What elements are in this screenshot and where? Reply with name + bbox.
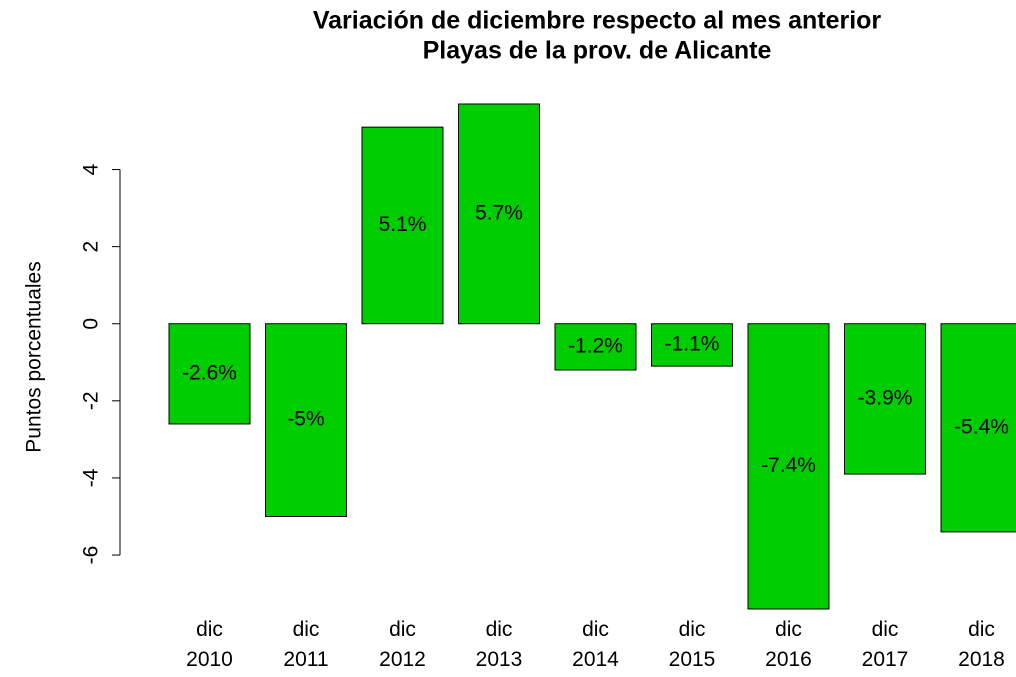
y-tick-label: 2	[80, 241, 103, 253]
bar	[747, 323, 830, 610]
x-tick-label: dic 2013	[476, 618, 523, 671]
value-label: -7.4%	[761, 454, 816, 477]
value-label: -1.1%	[665, 332, 720, 355]
value-label: 5.7%	[475, 201, 523, 224]
y-tick-label: -2	[80, 391, 103, 410]
x-tick-label: dic 2010	[186, 618, 233, 671]
y-axis-label: Puntos porcentuales	[23, 261, 46, 452]
value-label: -1.2%	[568, 334, 623, 357]
bar	[554, 323, 637, 371]
chart-title: Variación de diciembre respecto al mes a…	[313, 7, 882, 35]
bar	[168, 323, 251, 425]
chart-subtitle: Playas de la prov. de Alicante	[423, 37, 772, 65]
x-tick-label: dic 2015	[669, 618, 716, 671]
x-tick-label: dic 2017	[862, 618, 909, 671]
value-label: -5%	[287, 408, 324, 431]
value-label: -5.4%	[954, 415, 1009, 438]
value-label: 5.1%	[379, 213, 427, 236]
bar	[458, 103, 540, 325]
x-tick-label: dic 2011	[283, 618, 328, 671]
x-tick-label: dic 2014	[572, 618, 619, 671]
bar	[361, 126, 444, 325]
bar	[651, 323, 733, 367]
value-label: -2.6%	[182, 361, 237, 384]
y-tick-label: -4	[80, 468, 103, 487]
y-tick-label: 4	[80, 163, 103, 175]
bar	[265, 323, 347, 517]
x-tick-label: dic 2012	[379, 618, 426, 671]
value-label: -3.9%	[858, 386, 913, 409]
x-tick-label: dic 2018	[958, 618, 1005, 671]
x-tick-label: dic 2016	[765, 618, 812, 671]
bar	[940, 323, 1016, 533]
y-tick-label: -6	[80, 546, 103, 565]
y-tick-label: 0	[80, 318, 103, 330]
bar	[844, 323, 926, 475]
